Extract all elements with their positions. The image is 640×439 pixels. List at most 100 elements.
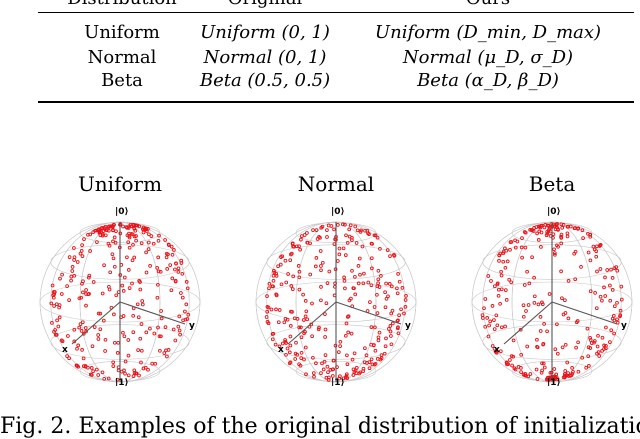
sample-point [343, 253, 348, 257]
sample-point [335, 259, 340, 263]
sample-point [92, 325, 97, 329]
sample-point [332, 242, 337, 246]
sample-point [535, 377, 540, 381]
sample-point [283, 316, 288, 321]
sample-point [319, 371, 323, 375]
sample-point [519, 370, 523, 374]
sample-point [618, 308, 623, 313]
sample-point [111, 360, 116, 365]
sample-point [311, 355, 315, 360]
sample-point [323, 312, 327, 316]
distribution-table: Distribution Original Ours Uniform Unifo… [38, 0, 634, 104]
row-beta-dist: Beta [101, 70, 143, 91]
sample-point [299, 335, 304, 340]
sample-point [598, 267, 603, 271]
sample-point [532, 294, 537, 299]
sample-point [540, 361, 544, 366]
sample-point [138, 287, 143, 292]
label-axis-x: x [494, 345, 500, 355]
sample-point [323, 327, 328, 332]
sample-point [608, 283, 612, 288]
sample-point [492, 284, 497, 289]
sample-point [96, 333, 101, 337]
sample-point [89, 373, 94, 377]
sample-point [298, 247, 302, 252]
sample-point [519, 352, 524, 357]
sample-point [292, 244, 296, 249]
sample-point [541, 361, 546, 366]
sample-point [308, 272, 313, 277]
sample-point [368, 300, 372, 304]
sample-point [512, 366, 517, 371]
label-axis-y: y [621, 321, 627, 331]
sample-point [604, 325, 608, 330]
sample-point [561, 375, 566, 380]
sample-point [534, 367, 539, 372]
sample-point [283, 338, 287, 342]
sample-point [102, 263, 106, 268]
sample-point [156, 255, 161, 260]
sample-point [100, 226, 105, 230]
label-axis-x: x [62, 345, 68, 355]
sample-point [84, 303, 88, 308]
sample-point [565, 360, 570, 365]
sample-point [96, 227, 101, 232]
sample-point [314, 361, 318, 366]
sample-point [272, 270, 277, 275]
sample-point [586, 250, 591, 255]
sample-point [553, 347, 558, 352]
sample-point [529, 228, 534, 232]
sample-point [615, 268, 620, 273]
sample-point [396, 272, 400, 276]
sample-point [496, 287, 501, 292]
sample-point [184, 280, 189, 284]
sample-point [359, 228, 363, 233]
sample-point [370, 362, 375, 367]
sample-point [499, 273, 504, 278]
sample-point [288, 334, 293, 339]
sample-point [166, 348, 171, 352]
sample-point [542, 322, 546, 326]
sample-point [565, 231, 570, 236]
sample-point [69, 278, 73, 283]
sample-point [303, 299, 308, 303]
sample-point [353, 368, 358, 373]
sample-point [274, 307, 278, 312]
sample-point [94, 367, 99, 372]
bloch-sphere-beta: |0⟩ |1⟩ y x [471, 207, 633, 386]
sample-point [588, 234, 593, 239]
sample-point [483, 324, 488, 329]
row-uniform-original: Uniform (0, 1) [200, 22, 330, 43]
sample-point [77, 325, 82, 330]
sample-point [103, 233, 108, 238]
sample-point [100, 291, 105, 296]
table-bottom-rule [38, 101, 634, 103]
sample-point [598, 294, 603, 299]
sample-point [283, 258, 288, 263]
sample-point [328, 368, 333, 372]
sample-point [375, 235, 380, 240]
sample-point [482, 306, 486, 311]
sample-point [518, 327, 523, 332]
sample-point [348, 223, 353, 228]
sample-point [290, 287, 295, 291]
sample-point [96, 311, 101, 316]
sample-point [111, 364, 116, 368]
sample-point [532, 301, 537, 305]
sample-point [180, 271, 185, 276]
sample-point [314, 228, 319, 232]
sample-point [396, 325, 400, 330]
sample-point [270, 284, 275, 289]
sample-point [494, 313, 499, 318]
sample-point [377, 285, 382, 289]
sample-point [573, 277, 578, 282]
sample-point [520, 255, 524, 260]
sample-point [521, 303, 526, 308]
sample-point [180, 295, 185, 300]
sample-point [271, 278, 276, 283]
sample-point [357, 256, 362, 261]
sample-point [91, 230, 96, 234]
sample-point [89, 366, 94, 370]
sample-point [369, 325, 374, 329]
sample-point [169, 288, 174, 293]
